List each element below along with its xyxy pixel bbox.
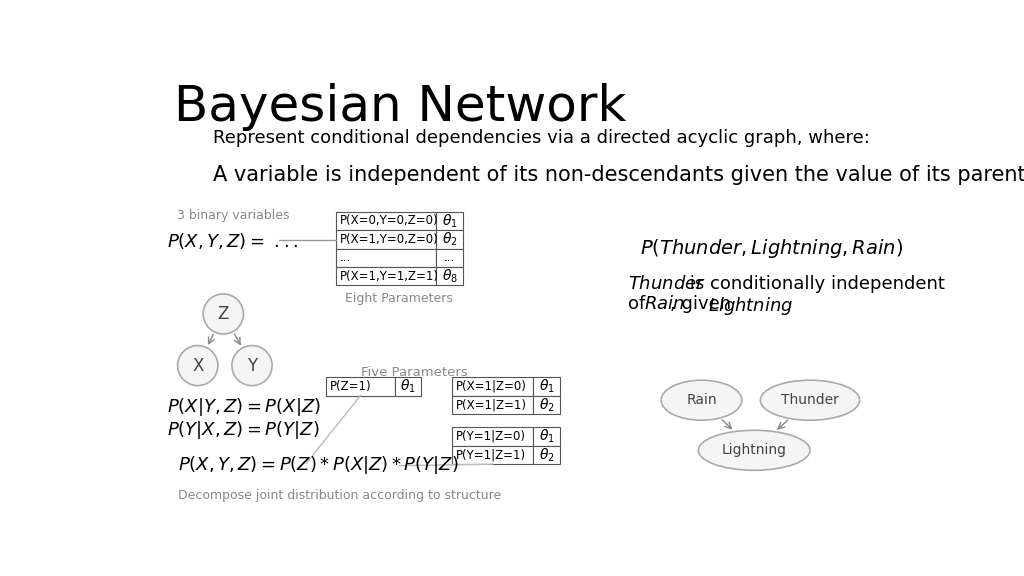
Text: of: of [628, 295, 651, 313]
Bar [336, 248, 436, 267]
Text: , given: , given [670, 295, 736, 313]
Bar [336, 230, 436, 248]
Text: X: X [193, 357, 204, 374]
Bar [534, 377, 560, 396]
Text: $\theta_{1}$: $\theta_{1}$ [539, 428, 554, 445]
Bar [336, 267, 436, 286]
Ellipse shape [698, 430, 810, 470]
Bar [534, 396, 560, 414]
Text: P(Y=1|Z=0): P(Y=1|Z=0) [456, 430, 526, 443]
Text: $Thunder$: $Thunder$ [628, 275, 706, 294]
Text: Decompose joint distribution according to structure: Decompose joint distribution according t… [178, 489, 502, 502]
Bar [452, 446, 534, 464]
Text: Eight Parameters: Eight Parameters [345, 291, 454, 305]
Text: Z: Z [218, 305, 229, 323]
Text: ...: ... [340, 251, 351, 264]
Bar [394, 377, 421, 396]
Text: 3 binary variables: 3 binary variables [177, 209, 290, 222]
Text: $\theta_{1}$: $\theta_{1}$ [539, 378, 554, 395]
Bar [336, 211, 436, 230]
Text: Thunder: Thunder [781, 393, 839, 407]
Text: $\theta_{2}$: $\theta_{2}$ [441, 230, 458, 248]
Text: $\theta_{1}$: $\theta_{1}$ [441, 212, 458, 229]
Bar [436, 211, 463, 230]
Text: $P(X|Y, Z) = P(X|Z)$: $P(X|Y, Z) = P(X|Z)$ [167, 396, 321, 418]
Text: P(Z=1): P(Z=1) [331, 380, 372, 393]
Text: $\theta_{2}$: $\theta_{2}$ [539, 396, 554, 414]
Bar [436, 230, 463, 248]
Ellipse shape [662, 380, 741, 420]
Text: Rain: Rain [686, 393, 717, 407]
Text: $P(Thunder, Lightning, Rain)$: $P(Thunder, Lightning, Rain)$ [640, 237, 903, 260]
Bar [452, 396, 534, 414]
Text: P(X=1,Y=1,Z=1): P(X=1,Y=1,Z=1) [340, 270, 438, 283]
Text: P(X=1,Y=0,Z=0): P(X=1,Y=0,Z=0) [340, 233, 438, 246]
Text: ...: ... [444, 251, 456, 264]
Text: $P(Y|X, Z) = P(Y|Z)$: $P(Y|X, Z) = P(Y|Z)$ [167, 419, 319, 441]
Text: P(Y=1|Z=1): P(Y=1|Z=1) [456, 448, 526, 461]
Circle shape [177, 346, 218, 385]
Circle shape [231, 346, 272, 385]
Bar [436, 248, 463, 267]
Text: $P(X, Y, Z) = P(Z) * P(X|Z) * P(Y|Z)$: $P(X, Y, Z) = P(Z) * P(X|Z) * P(Y|Z)$ [178, 454, 459, 476]
Text: P(X=0,Y=0,Z=0): P(X=0,Y=0,Z=0) [340, 214, 438, 228]
Text: Lightning: Lightning [722, 444, 786, 457]
Text: $Rain$: $Rain$ [644, 295, 685, 313]
Bar [534, 427, 560, 446]
Bar [452, 427, 534, 446]
Text: P(X=1|Z=0): P(X=1|Z=0) [456, 380, 526, 393]
Bar [452, 377, 534, 396]
Text: $P(X,Y,Z) = \ ...$: $P(X,Y,Z) = \ ...$ [167, 231, 298, 251]
Text: P(X=1|Z=1): P(X=1|Z=1) [456, 399, 526, 411]
Text: Bayesian Network: Bayesian Network [174, 83, 627, 131]
Text: $\theta_{1}$: $\theta_{1}$ [400, 378, 416, 395]
Bar [436, 267, 463, 286]
Text: $\theta_{2}$: $\theta_{2}$ [539, 446, 554, 464]
Text: $Lightning$: $Lightning$ [709, 295, 794, 317]
Bar [534, 446, 560, 464]
Text: Five Parameters: Five Parameters [361, 366, 468, 378]
Bar [327, 377, 394, 396]
Text: is conditionally independent: is conditionally independent [684, 275, 945, 294]
Text: $\theta_{8}$: $\theta_{8}$ [441, 267, 458, 285]
Circle shape [203, 294, 244, 334]
Ellipse shape [761, 380, 859, 420]
Text: A variable is independent of its non-descendants given the value of its parents.: A variable is independent of its non-des… [213, 165, 1024, 185]
Text: Y: Y [247, 357, 257, 374]
Text: Represent conditional dependencies via a directed acyclic graph, where:: Represent conditional dependencies via a… [213, 129, 870, 147]
